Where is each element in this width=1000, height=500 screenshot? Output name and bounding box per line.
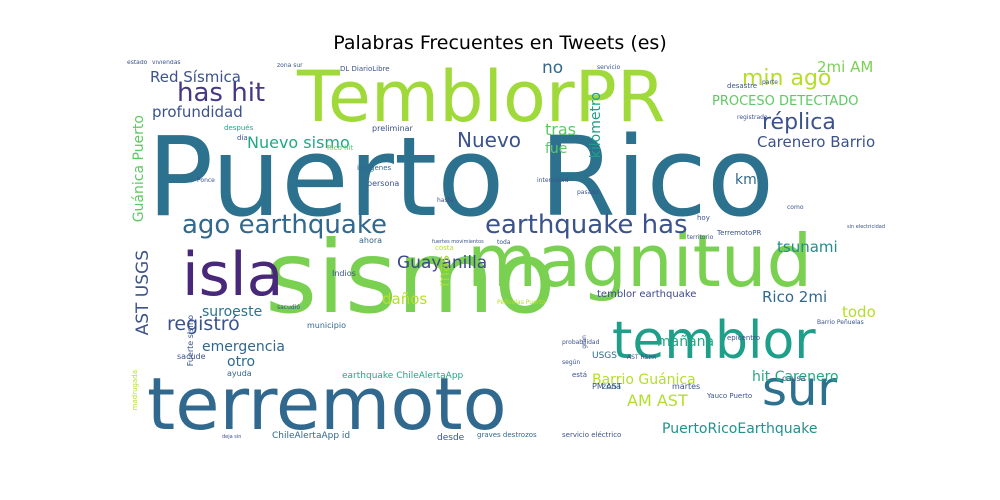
word-50: municipio xyxy=(307,321,346,330)
word-35: mañana xyxy=(657,334,715,350)
word-81: probabilidad xyxy=(562,339,600,346)
word-76: después xyxy=(224,124,254,132)
word-21: PROCESO DETECTADO xyxy=(712,94,859,109)
word-74: DL DiarioLibre xyxy=(340,65,390,73)
word-41: AST USGS xyxy=(133,250,153,336)
word-56: zona xyxy=(602,382,622,391)
word-44: ChileAlertaApp id xyxy=(272,431,351,441)
word-45: desde xyxy=(437,433,465,443)
word-31: emergencia xyxy=(202,339,285,355)
word-11: min ago xyxy=(742,66,832,91)
word-87: sin electricidad xyxy=(847,224,885,230)
word-57: martes xyxy=(672,382,701,391)
word-24: tras xyxy=(545,120,576,139)
word-58: Yauco Puerto xyxy=(707,392,753,400)
word-67: TerremotoPR xyxy=(717,229,762,237)
word-77: día xyxy=(237,134,248,142)
word-40: temblor earthquake xyxy=(597,289,697,300)
word-16: registró xyxy=(167,313,240,335)
word-23: no xyxy=(542,60,564,78)
word-cloud: Puerto Rico sismo magnitud TemblorPR terremo… xyxy=(127,60,897,445)
word-38: AM AST xyxy=(627,391,688,410)
word-3: TemblorPR xyxy=(297,60,666,138)
word-34: todo xyxy=(842,303,876,321)
word-64: ahora xyxy=(359,236,383,245)
word-83: según xyxy=(562,359,581,366)
word-33: Rico 2mi xyxy=(762,288,828,306)
word-19: profundidad xyxy=(152,103,243,121)
word-86: Peñuelas Puerto xyxy=(497,299,546,306)
word-26: kilómetro xyxy=(588,92,604,159)
word-7: sur xyxy=(762,361,838,417)
word-0: Puerto Rico xyxy=(147,113,775,241)
word-17: tsunami xyxy=(777,238,838,256)
word-12: réplica xyxy=(762,110,836,135)
word-60: causa xyxy=(782,374,806,383)
word-8: earthquake has xyxy=(485,210,688,240)
word-10: has hit xyxy=(177,78,266,108)
word-20: Carenero Barrio xyxy=(757,133,876,151)
word-84: gran xyxy=(581,335,588,349)
word-73: zona sur xyxy=(277,62,303,69)
word-75: Ponce xyxy=(197,177,215,184)
word-78: Rico hit xyxy=(327,144,354,152)
chart-title: Palabras Frecuentes en Tweets (es) xyxy=(333,32,667,54)
word-62: persona xyxy=(367,179,400,188)
word-82: Barrio Peñuelas xyxy=(817,319,864,326)
word-80: está xyxy=(572,371,587,379)
word-39: PuertoRicoEarthquake xyxy=(662,421,818,437)
word-27: km xyxy=(735,172,757,188)
word-88: territorio xyxy=(687,234,714,241)
word-94: parte xyxy=(762,79,778,86)
word-95: servicio xyxy=(597,64,621,71)
word-28: más xyxy=(435,255,453,287)
word-53: madrugada xyxy=(131,370,139,411)
word-71: registrado xyxy=(737,114,768,121)
word-1: sismo xyxy=(265,219,556,336)
word-69: intensidad xyxy=(537,177,569,184)
word-37: Barrio Guánica xyxy=(592,372,696,388)
word-46: graves destrozos xyxy=(477,431,537,439)
word-18: Red Sísmica xyxy=(150,68,241,86)
word-13: Nuevo xyxy=(457,128,522,152)
word-9: ago earthquake xyxy=(182,210,387,240)
word-91: como xyxy=(787,204,804,211)
word-55: PM AST xyxy=(592,382,622,391)
word-52: ayuda xyxy=(227,369,252,378)
word-70: pasado xyxy=(577,189,599,196)
word-48: Indios xyxy=(332,269,356,278)
word-51: sacude xyxy=(177,352,206,361)
word-65: costa xyxy=(435,244,454,252)
word-32: otro xyxy=(227,354,256,370)
word-96: estado xyxy=(127,60,148,66)
word-93: AST RSPR xyxy=(627,354,657,361)
word-43: earthquake ChileAlertaApp xyxy=(342,371,464,381)
word-29: daños xyxy=(382,290,428,308)
word-5: temblor xyxy=(612,311,816,371)
word-72: viviendas xyxy=(152,60,181,66)
word-89: toda xyxy=(497,239,511,246)
word-90: fuertes movimientos xyxy=(432,239,484,245)
word-2: magnitud xyxy=(467,219,813,303)
word-42: Guánica Puerto xyxy=(131,115,147,223)
word-63: preliminar xyxy=(372,124,413,133)
word-68: desastre xyxy=(727,82,758,90)
word-6: isla xyxy=(182,240,284,310)
word-66: hoy xyxy=(697,214,710,222)
word-92: deja sin xyxy=(222,434,242,440)
word-61: imágenes xyxy=(357,164,392,172)
word-85: sacudió xyxy=(277,304,301,311)
word-59: epicentro xyxy=(727,334,761,342)
word-4: terremoto xyxy=(147,362,507,445)
word-22: 2mi AM xyxy=(817,60,874,76)
word-25: fue xyxy=(545,141,568,157)
word-79: hasta xyxy=(437,197,454,204)
word-15: Guayanilla xyxy=(397,253,488,273)
word-47: servicio eléctrico xyxy=(562,431,622,439)
word-14: Nuevo sismo xyxy=(247,133,350,152)
word-54: USGS xyxy=(592,351,617,361)
word-36: hit Carenero xyxy=(752,369,839,385)
word-30: suroeste xyxy=(202,304,263,320)
